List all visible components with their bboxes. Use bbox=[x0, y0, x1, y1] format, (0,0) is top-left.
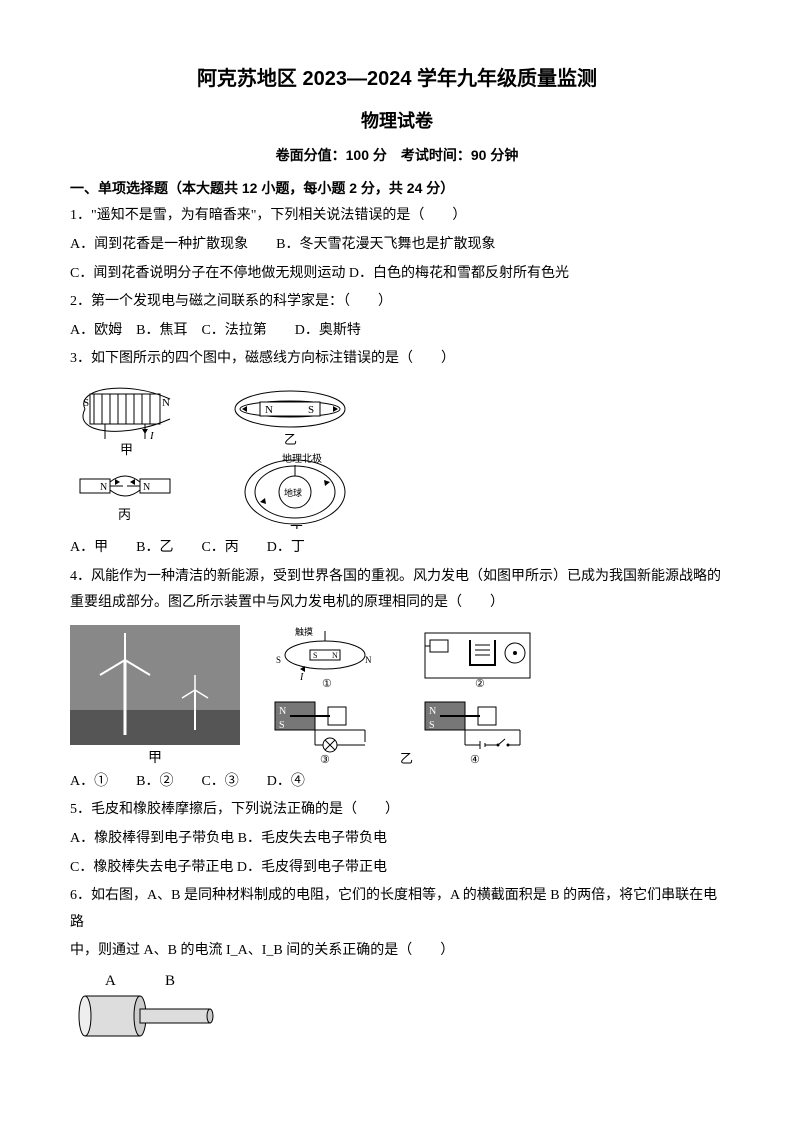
svg-text:N: N bbox=[332, 651, 338, 660]
svg-text:S: S bbox=[429, 720, 435, 731]
q6-stem-1: 6．如右图，A、B 是同种材料制成的电阻，它们的长度相等，A 的横截面积是 B … bbox=[70, 883, 724, 936]
svg-text:乙: 乙 bbox=[284, 432, 297, 447]
svg-text:①: ① bbox=[322, 678, 332, 690]
section-1-title: 一、单项选择题（本大题共 12 小题，每小题 2 分，共 24 分） bbox=[70, 175, 724, 202]
q5-stem: 5．毛皮和橡胶棒摩擦后，下列说法正确的是（ ） bbox=[70, 797, 724, 824]
svg-text:乙: 乙 bbox=[400, 751, 413, 765]
svg-text:地理北极: 地理北极 bbox=[282, 452, 322, 465]
svg-text:S: S bbox=[276, 655, 281, 665]
q1-stem: 1．"遥知不是雪，为有暗香来"，下列相关说法错误的是（ ） bbox=[70, 203, 724, 230]
svg-text:③: ③ bbox=[320, 754, 330, 765]
svg-text:I: I bbox=[149, 430, 155, 442]
svg-text:B: B bbox=[165, 973, 175, 989]
exam-meta: 卷面分值：100 分 考试时间：90 分钟 bbox=[70, 142, 724, 169]
svg-text:S: S bbox=[313, 651, 317, 660]
q3-opts: A．甲 B．乙 C．丙 D．丁 bbox=[70, 535, 724, 562]
page-title: 阿克苏地区 2023—2024 学年九年级质量监测 bbox=[70, 60, 724, 98]
svg-text:A: A bbox=[105, 973, 116, 989]
svg-text:N: N bbox=[429, 706, 436, 717]
svg-text:N: N bbox=[365, 655, 372, 665]
svg-text:I: I bbox=[299, 672, 304, 683]
svg-text:甲: 甲 bbox=[148, 751, 162, 765]
svg-text:②: ② bbox=[475, 678, 485, 690]
q2-opts: A．欧姆 B．焦耳 C．法拉第 D．奥斯特 bbox=[70, 318, 724, 345]
svg-text:N: N bbox=[279, 706, 286, 717]
q1-opts-ab: A．闻到花香是一种扩散现象 B．冬天雪花漫天飞舞也是扩散现象 bbox=[70, 232, 724, 259]
q4-opts: A．① B．② C．③ D．④ bbox=[70, 769, 724, 796]
svg-text:N: N bbox=[143, 482, 150, 493]
svg-text:N: N bbox=[265, 404, 273, 416]
svg-text:S: S bbox=[279, 720, 285, 731]
svg-text:地球: 地球 bbox=[284, 487, 302, 498]
svg-text:④: ④ bbox=[470, 754, 480, 765]
q3-figures: S N I 甲 N S 乙 N N 丙 地球 地 bbox=[70, 379, 724, 529]
subject-title: 物理试卷 bbox=[70, 104, 724, 138]
q4-stem: 4．风能作为一种清洁的新能源，受到世界各国的重视。风力发电（如图甲所示）已成为我… bbox=[70, 564, 724, 617]
svg-text:丁: 丁 bbox=[290, 523, 303, 529]
svg-text:触摸: 触摸 bbox=[295, 626, 313, 637]
q6-stem-2: 中，则通过 A、B 的电流 I_A、I_B 间的关系正确的是（ ） bbox=[70, 938, 724, 965]
q5-opts-ab: A．橡胶棒得到电子带负电 B．毛皮失去电子带负电 bbox=[70, 826, 724, 853]
q3-stem: 3．如下图所示的四个图中，磁感线方向标注错误的是（ ） bbox=[70, 346, 724, 373]
q4-figures: 甲 S N 触摸 S N I ① ② bbox=[70, 625, 724, 765]
svg-text:S: S bbox=[308, 404, 314, 416]
q5-opts-cd: C．橡胶棒失去电子带正电 D．毛皮得到电子带正电 bbox=[70, 855, 724, 882]
svg-text:丙: 丙 bbox=[118, 507, 131, 522]
svg-text:N: N bbox=[100, 482, 107, 493]
q6-figure: A B bbox=[70, 971, 724, 1056]
svg-text:甲: 甲 bbox=[120, 442, 133, 457]
q1-opts-cd: C．闻到花香说明分子在不停地做无规则运动 D．白色的梅花和雪都反射所有色光 bbox=[70, 261, 724, 288]
q2-stem: 2．第一个发现电与磁之间联系的科学家是：（ ） bbox=[70, 289, 724, 316]
